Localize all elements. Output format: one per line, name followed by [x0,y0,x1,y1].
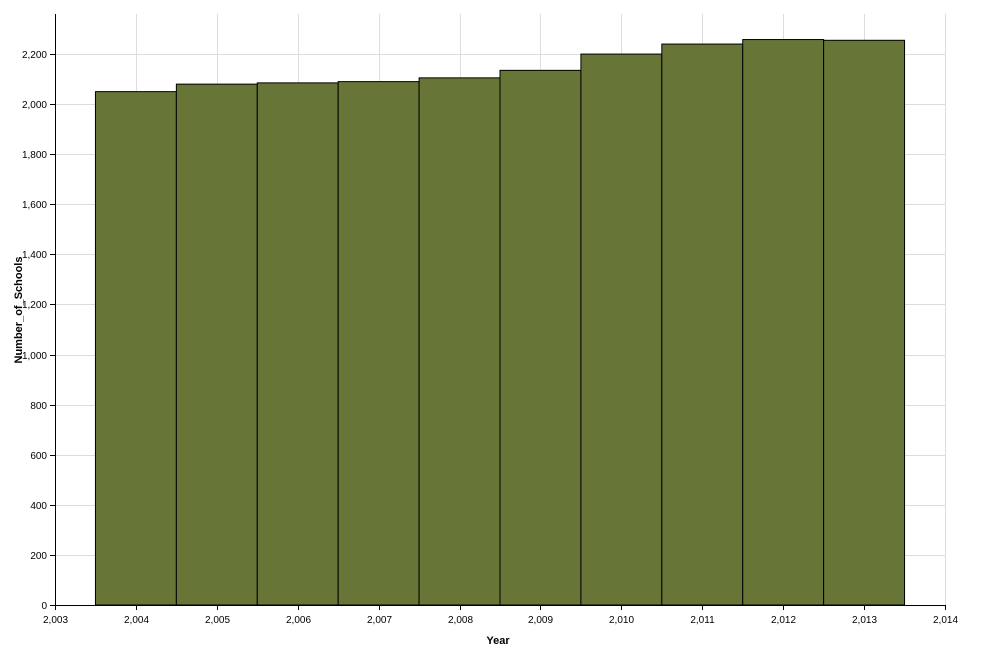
x-axis-title: Year [486,635,510,647]
bars [94,39,906,606]
y-axis-title: Number_of_Schools [13,257,25,364]
y-tick-label: 1,200 [22,300,47,311]
bar-2011 [661,43,744,606]
y-tick-label: 800 [30,401,47,412]
bar-2004 [94,91,177,606]
tick-labels: 0 200 400 600 800 1,000 1,200 1,400 1,600 1,800 2,… [22,50,958,626]
x-tick-label: 2,007 [367,615,392,626]
bar-2012 [742,39,825,606]
bar-2005 [175,83,258,606]
x-tick-label: 2,013 [852,615,877,626]
x-tick-label: 2,011 [690,615,715,626]
y-tick-label: 1,600 [22,200,47,211]
x-tick-label: 2,014 [933,615,958,626]
axes [50,14,946,610]
x-tick-label: 2,010 [609,615,634,626]
bar-2010 [580,53,663,606]
y-tick-label: 0 [41,601,47,612]
x-tick-label: 2,006 [286,615,311,626]
bar-2009 [499,69,582,606]
y-tick-label: 2,200 [22,50,47,61]
x-tick-label: 2,003 [43,615,68,626]
y-tick-label: 1,800 [22,150,47,161]
x-tick-label: 2,012 [771,615,796,626]
y-tick-label: 1,000 [22,351,47,362]
bar-2007 [337,81,420,606]
x-tick-label: 2,009 [528,615,553,626]
x-tick-label: 2,005 [205,615,230,626]
y-tick-label: 600 [30,451,47,462]
y-tick-label: 2,000 [22,100,47,111]
bar-2008 [418,77,501,606]
y-tick-label: 400 [30,501,47,512]
bar-2006 [256,82,339,606]
x-tick-label: 2,004 [124,615,149,626]
bar-2013 [823,39,906,606]
y-tick-label: 1,400 [22,250,47,261]
y-tick-label: 200 [30,551,47,562]
x-tick-label: 2,008 [448,615,473,626]
